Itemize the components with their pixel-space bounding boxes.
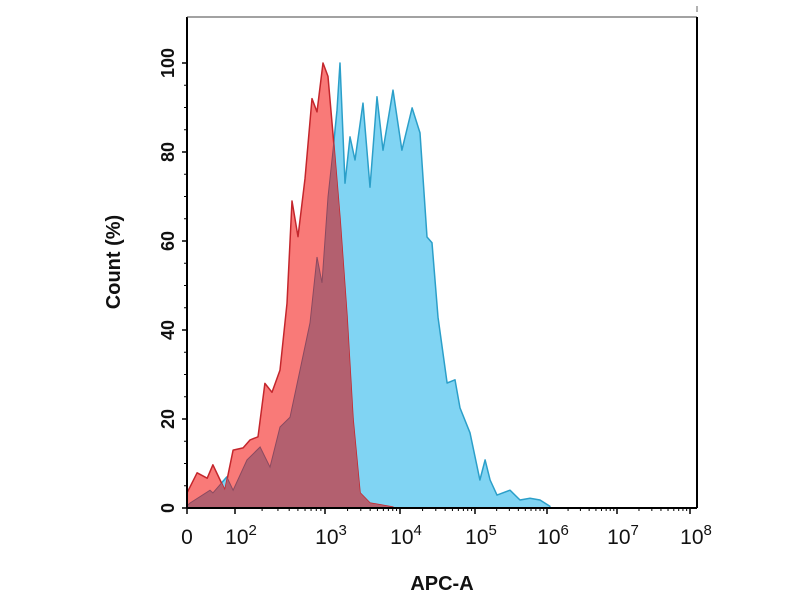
x-tick-base: 10 — [607, 526, 630, 549]
x-tick-label: 106 — [537, 522, 569, 549]
y-tick-label: 0 — [158, 503, 178, 513]
plot-area — [186, 62, 551, 509]
x-tick-exponent: 3 — [339, 522, 347, 539]
x-tick-base: 10 — [680, 526, 703, 549]
x-tick-base: 10 — [225, 526, 248, 549]
series-blue-histogram — [186, 62, 551, 509]
x-tick-exponent: 8 — [704, 522, 712, 539]
x-tick-label: 108 — [680, 522, 712, 549]
y-tick-label: 100 — [158, 48, 178, 78]
x-tick-label: 104 — [390, 522, 422, 549]
x-tick-label: 107 — [607, 522, 639, 549]
x-tick-base: 10 — [537, 526, 560, 549]
x-tick-label: 0 — [181, 526, 193, 549]
y-tick-label: 40 — [158, 320, 178, 340]
x-axis-label: APC-A — [410, 573, 473, 595]
x-tick-exponent: 4 — [414, 522, 422, 539]
y-axis-label: Count (%) — [103, 215, 125, 309]
x-tick-label: 103 — [315, 522, 347, 549]
y-tick-label: 60 — [158, 231, 178, 251]
x-tick-base: 10 — [315, 526, 338, 549]
x-tick-base: 10 — [390, 526, 413, 549]
x-tick-label: 105 — [465, 522, 497, 549]
x-tick-base: 10 — [465, 526, 488, 549]
x-tick-exponent: 7 — [631, 522, 639, 539]
x-tick-label: 102 — [225, 522, 257, 549]
y-tick-label: 80 — [158, 142, 178, 162]
x-tick-exponent: 5 — [489, 522, 497, 539]
x-tick-exponent: 2 — [249, 522, 257, 539]
x-tick-base: 0 — [181, 526, 193, 549]
x-tick-exponent: 6 — [561, 522, 569, 539]
y-tick-label: 20 — [158, 409, 178, 429]
